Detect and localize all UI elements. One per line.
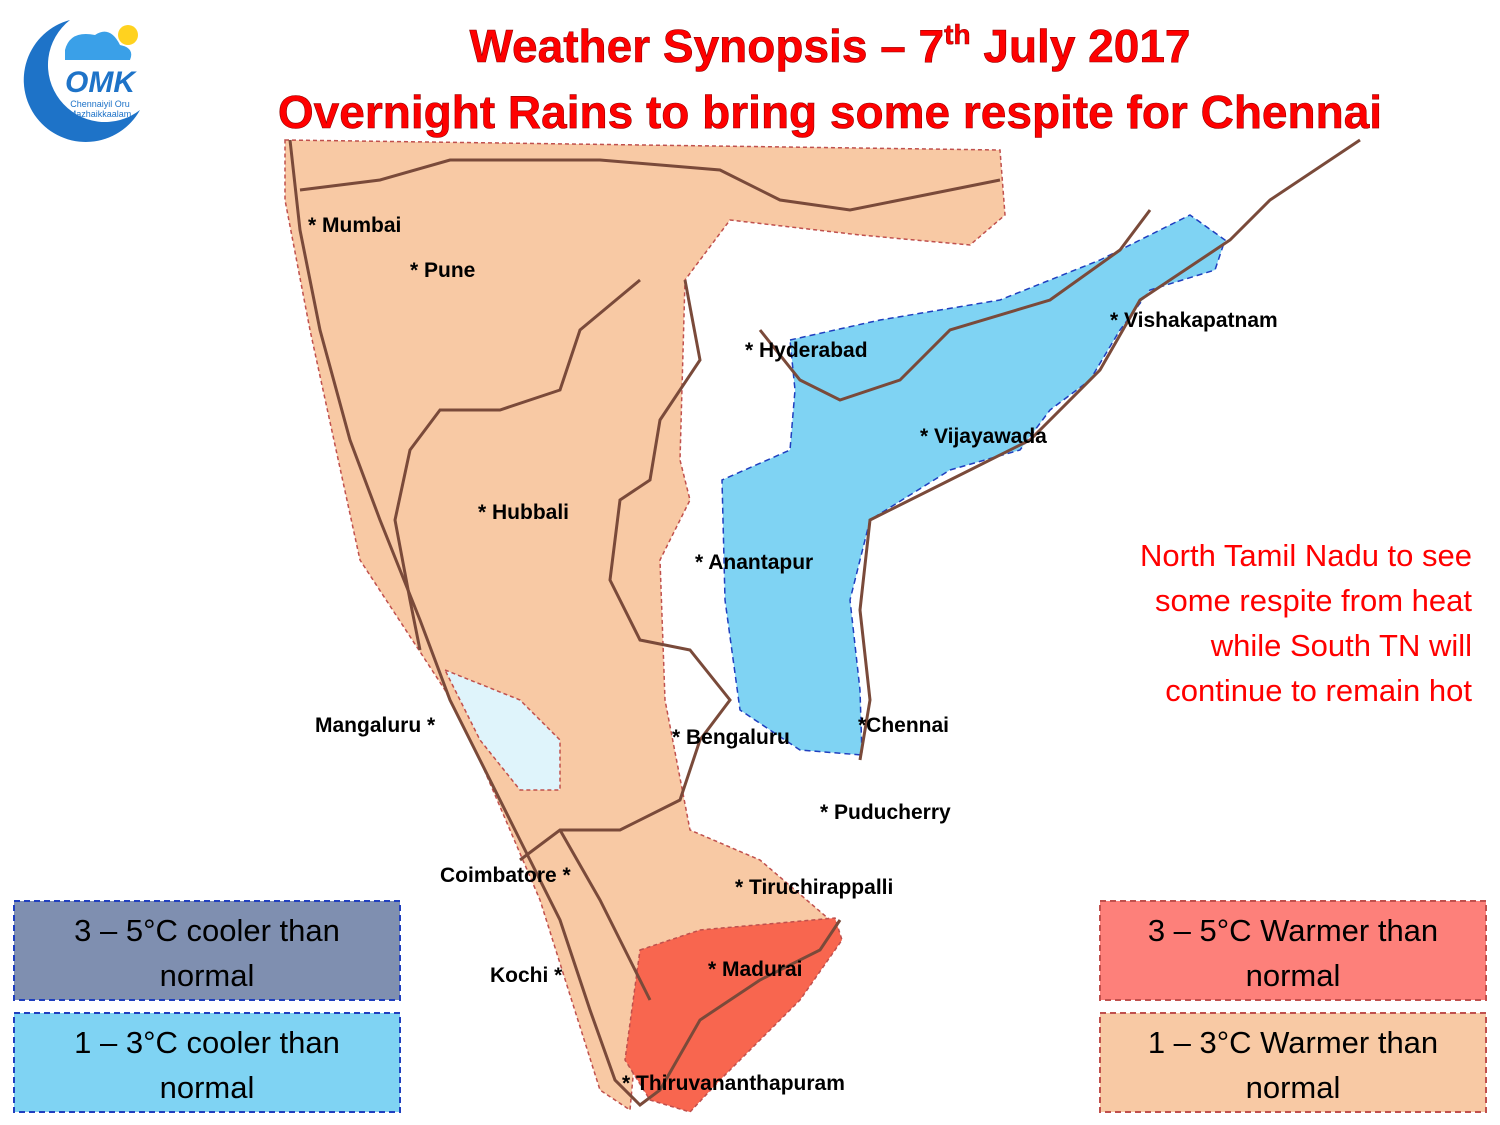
title-part: Weather Synopsis – 7 (469, 20, 944, 72)
legend-text: 3 – 5°C Warmer than (1148, 913, 1438, 948)
city-labels: * Mumbai * Pune * Hyderabad * Vishakapatnam… (308, 214, 1278, 1095)
annotation: North Tamil Nadu to see some respite from… (1140, 538, 1472, 708)
state-border (299, 158, 1152, 1001)
annotation-line: some respite from heat (1155, 583, 1472, 618)
city-label: * Tiruchirappalli (735, 876, 893, 899)
city-label: * Madurai (708, 958, 803, 981)
city-label: * Vishakapatnam (1110, 309, 1278, 332)
legend-box (13, 900, 401, 1001)
logo-tagline: Chennaiyil Oru (70, 99, 130, 109)
cool-region (721, 214, 1226, 756)
city-label: * Bengaluru (672, 726, 790, 749)
city-label: Coimbatore * (440, 864, 572, 887)
subtitle: Overnight Rains to bring some respite fo… (278, 86, 1382, 138)
city-label: *Chennai (858, 714, 949, 737)
city-label: * Hubbali (478, 501, 569, 524)
legend-text: normal (1246, 1070, 1341, 1105)
legend-text: normal (160, 1070, 255, 1105)
annotation-line: continue to remain hot (1165, 673, 1472, 708)
annotation-line: North Tamil Nadu to see (1140, 538, 1472, 573)
legend-text: 1 – 3°C cooler than (74, 1025, 340, 1060)
coastline (288, 138, 1361, 1107)
city-label: * Anantapur (695, 551, 813, 574)
logo: OMK Chennaiyil Oru Mazhaikkaalam (23, 20, 140, 142)
title: Weather Synopsis – 7th July 2017 (469, 19, 1190, 72)
legend-box (1099, 1012, 1487, 1113)
city-label: * Mumbai (308, 214, 401, 237)
logo-tagline: Mazhaikkaalam (69, 109, 132, 119)
legend-text: normal (160, 958, 255, 993)
city-label: * Vijayawada (920, 425, 1047, 448)
legend-text: 1 – 3°C Warmer than (1148, 1025, 1438, 1060)
city-label: * Pune (410, 259, 475, 282)
warm-region (284, 139, 1006, 1112)
title-part: July 2017 (971, 20, 1191, 72)
legend-box (13, 1012, 401, 1113)
city-label: * Thiruvananthapuram (622, 1072, 845, 1095)
city-label: Mangaluru * (315, 714, 436, 737)
legend-text: 3 – 5°C cooler than (74, 913, 340, 948)
city-label: * Puducherry (820, 801, 951, 824)
logo-text: OMK (65, 66, 137, 99)
legend-box (1099, 900, 1487, 1001)
legend-text: normal (1246, 958, 1341, 993)
city-label: * Hyderabad (745, 339, 868, 362)
city-label: Kochi * (490, 964, 563, 987)
title-sup: th (944, 19, 970, 50)
legend: 3 – 5°C cooler than normal 1 – 3°C cooler … (13, 900, 1487, 1113)
annotation-line: while South TN will (1210, 628, 1472, 663)
cool-light-region (443, 668, 561, 791)
